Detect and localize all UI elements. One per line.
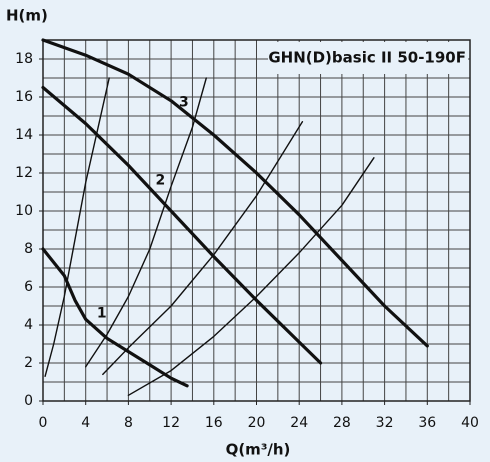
- chart-title: GHN(D)basic II 50-190F: [268, 49, 466, 67]
- y-tick-label: 12: [15, 165, 33, 181]
- system-curve: [44, 77, 110, 377]
- grid: [42, 39, 471, 402]
- y-tick-label: 16: [15, 89, 33, 105]
- y-tick-label: 2: [24, 355, 33, 371]
- y-tick-label: 18: [15, 51, 33, 67]
- pump-curve: [41, 38, 429, 348]
- y-tick-label: 14: [15, 127, 33, 143]
- x-tick-label: 28: [333, 415, 351, 431]
- y-axis-label: H(m): [6, 7, 48, 25]
- curve-label: 1: [97, 306, 107, 322]
- pump-curve: [41, 247, 189, 388]
- x-tick-label: 20: [248, 415, 266, 431]
- x-tick-label: 36: [418, 415, 436, 431]
- x-axis-label: Q(m³/h): [226, 441, 291, 459]
- y-tick-label: 0: [24, 393, 33, 409]
- x-tick-label: 0: [39, 415, 48, 431]
- x-tick-label: 16: [205, 415, 223, 431]
- y-tick-label: 6: [24, 279, 33, 295]
- x-tick-label: 40: [461, 415, 479, 431]
- x-tick-label: 32: [376, 415, 394, 431]
- system-curve: [127, 157, 375, 396]
- x-tick-label: 24: [290, 415, 308, 431]
- curve-label: 2: [156, 173, 166, 189]
- x-tick-label: 12: [162, 415, 180, 431]
- title-box: [268, 42, 468, 74]
- y-tick-label: 10: [15, 203, 33, 219]
- y-tick-label: 4: [24, 317, 33, 333]
- x-tick-label: 8: [124, 415, 133, 431]
- system-curve: [85, 77, 207, 368]
- curve-label: 3: [179, 95, 189, 111]
- x-tick-label: 4: [81, 415, 90, 431]
- system-curve: [102, 121, 304, 376]
- y-tick-label: 8: [24, 241, 33, 257]
- pump-curve: [41, 85, 323, 365]
